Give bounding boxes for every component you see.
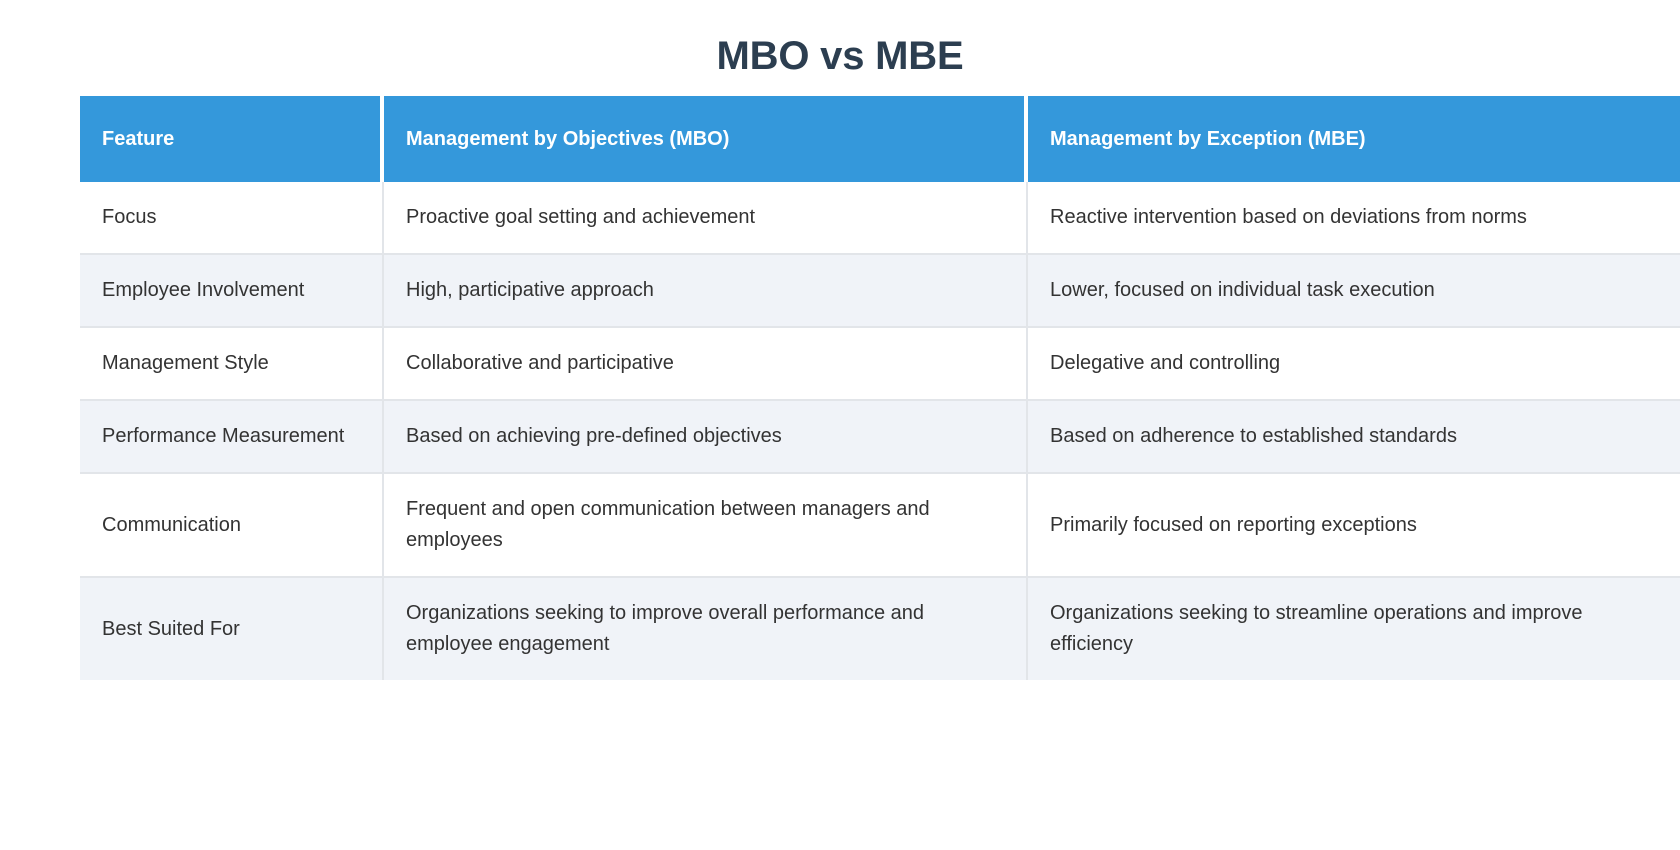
cell-mbo: Based on achieving pre-defined objective… xyxy=(384,401,1028,474)
table-row: Performance Measurement Based on achievi… xyxy=(80,401,1680,474)
cell-feature: Best Suited For xyxy=(80,578,384,680)
column-header-feature: Feature xyxy=(80,96,384,182)
cell-mbo: Frequent and open communication between … xyxy=(384,474,1028,578)
cell-mbe: Based on adherence to established standa… xyxy=(1028,401,1680,474)
table-container: Feature Management by Objectives (MBO) M… xyxy=(40,96,1680,680)
column-header-mbe: Management by Exception (MBE) xyxy=(1028,96,1680,182)
cell-feature: Management Style xyxy=(80,328,384,401)
cell-mbe: Primarily focused on reporting exception… xyxy=(1028,474,1680,578)
table-row: Employee Involvement High, participative… xyxy=(80,255,1680,328)
table-row: Communication Frequent and open communic… xyxy=(80,474,1680,578)
cell-mbe: Reactive intervention based on deviation… xyxy=(1028,182,1680,255)
cell-feature: Focus xyxy=(80,182,384,255)
cell-mbe: Organizations seeking to streamline oper… xyxy=(1028,578,1680,680)
table-row: Management Style Collaborative and parti… xyxy=(80,328,1680,401)
cell-feature: Performance Measurement xyxy=(80,401,384,474)
mbo-mbe-comparison-table: Feature Management by Objectives (MBO) M… xyxy=(80,96,1680,680)
column-header-mbo: Management by Objectives (MBO) xyxy=(384,96,1028,182)
cell-mbo: Organizations seeking to improve overall… xyxy=(384,578,1028,680)
table-body: Focus Proactive goal setting and achieve… xyxy=(80,182,1680,680)
table-header-row: Feature Management by Objectives (MBO) M… xyxy=(80,96,1680,182)
table-row: Focus Proactive goal setting and achieve… xyxy=(80,182,1680,255)
cell-mbo: Collaborative and participative xyxy=(384,328,1028,401)
cell-mbe: Delegative and controlling xyxy=(1028,328,1680,401)
cell-mbo: Proactive goal setting and achievement xyxy=(384,182,1028,255)
page-title: MBO vs MBE xyxy=(716,34,964,78)
cell-mbo: High, participative approach xyxy=(384,255,1028,328)
cell-mbe: Lower, focused on individual task execut… xyxy=(1028,255,1680,328)
table-header: Feature Management by Objectives (MBO) M… xyxy=(80,96,1680,182)
cell-feature: Communication xyxy=(80,474,384,578)
cell-feature: Employee Involvement xyxy=(80,255,384,328)
table-row: Best Suited For Organizations seeking to… xyxy=(80,578,1680,680)
